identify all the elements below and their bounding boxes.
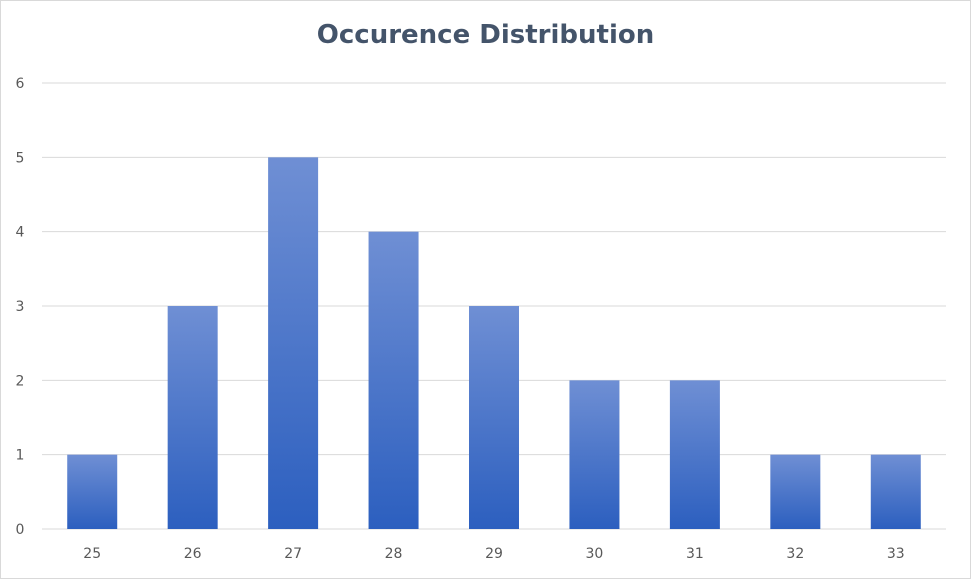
y-tick-label: 6	[16, 76, 25, 92]
x-tick-label: 32	[786, 546, 804, 562]
y-axis-tick-labels: 0 1 2 3 4 5 6	[16, 76, 25, 538]
bar-30	[569, 380, 620, 529]
bar-26	[167, 306, 218, 529]
x-tick-label: 31	[686, 546, 704, 562]
x-tick-label: 33	[887, 546, 905, 562]
bar-28	[368, 231, 419, 529]
x-tick-label: 28	[385, 546, 403, 562]
y-tick-label: 3	[16, 299, 25, 315]
bar-31	[669, 380, 720, 529]
bar-29	[469, 306, 519, 529]
x-tick-label: 25	[83, 546, 101, 562]
bar-32	[770, 454, 821, 529]
x-tick-label: 30	[586, 546, 604, 562]
bar-27	[268, 157, 319, 530]
y-tick-label: 0	[16, 522, 25, 538]
y-tick-label: 4	[16, 225, 25, 241]
x-tick-label: 29	[485, 546, 503, 562]
x-axis-tick-labels: 25 26 27 28 29 30 31 32 33	[83, 546, 904, 562]
bar-25	[67, 454, 118, 529]
chart-title: Occurence Distribution	[316, 20, 655, 50]
y-tick-label: 2	[16, 373, 25, 389]
bar-33	[870, 454, 921, 529]
y-tick-label: 5	[16, 150, 25, 166]
bars	[67, 157, 921, 530]
y-tick-label: 1	[16, 448, 25, 464]
x-tick-label: 26	[184, 546, 202, 562]
x-tick-label: 27	[284, 546, 302, 562]
